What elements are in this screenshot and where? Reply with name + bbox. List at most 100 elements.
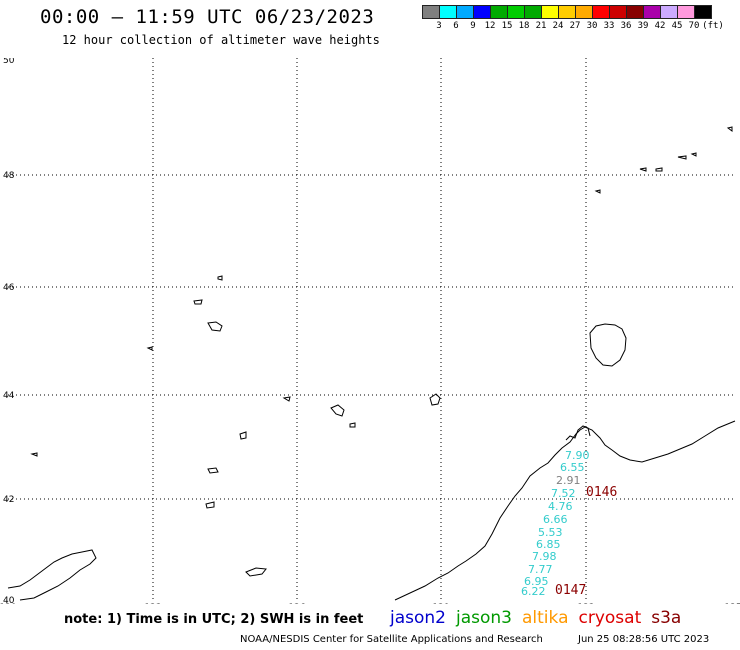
satellite-jason2: jason2 xyxy=(390,608,446,628)
legend-swatch xyxy=(592,5,610,19)
latitude-labels: 50 48 46 44 42 40 xyxy=(3,58,15,604)
legend-label: 24 xyxy=(552,21,564,31)
satellite-jason3: jason3 xyxy=(456,608,512,628)
longitude-label: 132 xyxy=(577,603,594,604)
legend-swatch xyxy=(541,5,559,19)
legend-swatch xyxy=(456,5,474,19)
legend-swatch xyxy=(507,5,525,19)
island xyxy=(690,152,697,157)
legend-swatch xyxy=(694,5,712,19)
legend-label: 15 xyxy=(501,21,513,31)
island xyxy=(217,275,223,281)
legend-swatch xyxy=(473,5,491,19)
swh-reading: 7.90 xyxy=(565,449,590,462)
satellite-legend: jason2 jason3 altika cryosat s3a xyxy=(390,608,691,628)
island xyxy=(639,167,647,172)
satellite-s3a: s3a xyxy=(651,608,682,628)
swh-reading: 7.98 xyxy=(532,550,557,563)
latitude-label: 48 xyxy=(3,171,15,181)
longitude-labels: 120 123 126 129 132 135 xyxy=(0,603,740,604)
island xyxy=(726,126,733,132)
island xyxy=(655,167,663,172)
legend-swatch xyxy=(422,5,440,19)
legend-swatch xyxy=(643,5,661,19)
longitude-label: 123 xyxy=(144,603,161,604)
credit-line: NOAA/NESDIS Center for Satellite Applica… xyxy=(240,634,543,645)
legend-swatch xyxy=(626,5,644,19)
legend-label: 6 xyxy=(453,21,459,31)
latitude-label: 40 xyxy=(3,596,15,604)
coastlines xyxy=(7,126,736,601)
island xyxy=(193,299,203,305)
legend-swatches xyxy=(422,5,740,19)
island xyxy=(677,155,687,160)
swh-reading: 6.85 xyxy=(536,538,561,551)
legend-unit: (ft) xyxy=(702,21,724,31)
swh-reading: 7.52 xyxy=(551,487,576,500)
coast-bay xyxy=(565,425,591,441)
swh-reading: 6.22 xyxy=(521,585,546,598)
pass-label: 0146 xyxy=(586,485,617,500)
legend-label: 36 xyxy=(620,21,632,31)
peninsula-southwest xyxy=(7,549,97,601)
legend-label: 21 xyxy=(535,21,547,31)
legend-swatch xyxy=(439,5,457,19)
longitude-label: 126 xyxy=(288,603,305,604)
swh-reading: 5.53 xyxy=(538,526,563,539)
legend-swatch xyxy=(660,5,678,19)
map-grid xyxy=(8,58,735,600)
island xyxy=(205,501,215,509)
legend-label: 70 xyxy=(688,21,700,31)
legend-label: 30 xyxy=(586,21,598,31)
mainland-coast xyxy=(394,420,736,601)
island xyxy=(429,393,441,406)
page-title: 00:00 – 11:59 UTC 06/23/2023 xyxy=(40,6,375,28)
island xyxy=(239,431,247,440)
satellite-altika: altika xyxy=(522,608,569,628)
latitude-label: 44 xyxy=(3,391,15,401)
generated-timestamp: Jun 25 08:28:56 UTC 2023 xyxy=(578,634,710,645)
wave-height-map: 50 48 46 44 42 40 120 123 126 129 132 135 7.906.55… xyxy=(0,58,740,604)
large-island xyxy=(589,323,627,367)
island xyxy=(30,452,38,457)
color-legend: 3 6 9 12 15 18 21 24 27 30 33 36 39 42 45 70 (ft) xyxy=(422,5,740,31)
swh-readings: 7.906.552.917.524.766.665.536.857.987.77… xyxy=(521,449,590,598)
satellite-cryosat: cryosat xyxy=(578,608,642,628)
legend-label: 9 xyxy=(470,21,476,31)
latitude-label: 46 xyxy=(3,283,15,293)
longitude-label: 135 xyxy=(724,603,740,604)
legend-swatch xyxy=(575,5,593,19)
swh-reading: 6.66 xyxy=(543,513,568,526)
legend-label: 45 xyxy=(671,21,683,31)
page-subtitle: 12 hour collection of altimeter wave hei… xyxy=(62,33,380,47)
legend-label: 42 xyxy=(654,21,666,31)
island xyxy=(330,404,345,417)
latitude-label: 42 xyxy=(3,495,14,505)
legend-swatch xyxy=(490,5,508,19)
island xyxy=(282,396,291,402)
swh-reading: 6.55 xyxy=(560,461,585,474)
legend-labels: 3 6 9 12 15 18 21 24 27 30 33 36 39 42 45 70 (ft) xyxy=(422,19,740,31)
legend-label: 33 xyxy=(603,21,615,31)
swh-reading: 4.76 xyxy=(548,500,573,513)
swh-reading: 6.95 xyxy=(524,575,549,588)
island xyxy=(594,189,601,194)
latitude-label: 50 xyxy=(3,58,15,66)
legend-label: 3 xyxy=(436,21,442,31)
swh-reading: 2.91 xyxy=(556,474,581,487)
legend-swatch xyxy=(677,5,695,19)
pass-label: 0147 xyxy=(555,583,586,598)
legend-label: 39 xyxy=(637,21,649,31)
footnote: note: 1) Time is in UTC; 2) SWH is in fe… xyxy=(64,612,364,627)
legend-swatch xyxy=(524,5,542,19)
island xyxy=(349,422,356,428)
legend-swatch xyxy=(609,5,627,19)
longitude-label: 120 xyxy=(0,603,17,604)
island xyxy=(207,467,219,474)
legend-label: 27 xyxy=(569,21,581,31)
legend-swatch xyxy=(558,5,576,19)
swh-reading: 7.77 xyxy=(528,563,553,576)
island xyxy=(207,321,223,332)
legend-label: 12 xyxy=(484,21,496,31)
longitude-label: 129 xyxy=(432,603,449,604)
